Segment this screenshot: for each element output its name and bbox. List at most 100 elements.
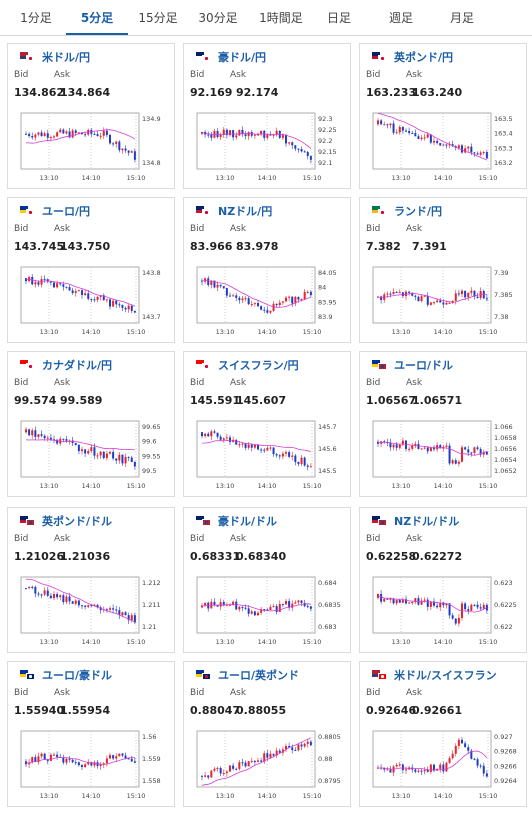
candle-body [219,134,222,138]
currency-pair-link[interactable]: 米ドル/スイスフラン [394,669,497,682]
candle-body [124,612,127,616]
candle-body [222,286,225,289]
rate-card[interactable]: ユーロ/英ポンド Bid Ask 0.88047 0.88055 13:10 14:10 15… [183,661,351,807]
candle-body [294,750,297,752]
candle-body [84,605,87,607]
rate-card[interactable]: ユーロ/豪ドル Bid Ask 1.55940 1.55954 13:10 14:10 15:… [7,661,175,807]
tab-weekly[interactable]: 週足 [388,11,413,25]
rate-card[interactable]: カナダドル/円 Bid Ask 99.574 99.589 13:10 14:10 15:10… [7,351,175,497]
price-chart[interactable]: 13:10 14:10 15:10 0.927 0.9268 0.9266 0.9264 [367,727,519,801]
price-chart[interactable]: 13:10 14:10 15:10 7.39 7.385 7.38 [367,263,519,337]
card-header[interactable]: 英ポンド/ドル [8,508,174,528]
y-tick-label: 1.558 [142,777,161,785]
card-header[interactable]: 豪ドル/円 [184,44,350,64]
rate-card[interactable]: 米ドル/円 Bid Ask 134.862 134.864 13:10 14:10 15:10… [7,43,175,189]
rate-card[interactable]: ランド/円 Bid Ask 7.382 7.391 13:10 14:10 15:10 7.39… [359,197,527,343]
tab-1min[interactable]: 1分足 [20,11,52,25]
card-header[interactable]: 豪ドル/ドル [184,508,350,528]
tab-15min[interactable]: 15分足 [138,11,178,25]
candle-body [56,439,59,444]
card-header[interactable]: ユーロ/豪ドル [8,662,174,682]
bid-value: 83.966 [190,240,233,253]
price-chart[interactable]: 13:10 14:10 15:10 1.56 1.559 1.558 [15,727,167,801]
price-chart[interactable]: 13:10 14:10 15:10 0.623 0.6225 0.622 [367,573,519,647]
candle-body [210,134,213,138]
rate-card[interactable]: ユーロ/ドル Bid Ask 1.06567 1.06571 13:10 14:10 15:1… [359,351,527,497]
currency-pair-link[interactable]: NZドル/ドル [394,515,460,528]
rate-card[interactable]: ユーロ/円 Bid Ask 143.745 143.750 13:10 14:10 15:10… [7,197,175,343]
candle-body [56,593,59,598]
card-header[interactable]: 英ポンド/円 [360,44,526,64]
card-header[interactable]: ユーロ/英ポンド [184,662,350,682]
candle-body [244,762,247,767]
tab-monthly[interactable]: 月足 [449,11,474,25]
candlestick-chart: 13:10 14:10 15:10 92.3 92.25 92.2 92.15 92.1 [196,112,337,182]
currency-pair-link[interactable]: ユーロ/ドル [394,359,454,372]
candle-body [401,764,404,771]
card-header[interactable]: ユーロ/円 [8,198,174,218]
moving-average-line [377,595,488,613]
currency-pair-link[interactable]: ユーロ/円 [42,205,91,218]
currency-pair-link[interactable]: カナダドル/円 [42,359,113,372]
bid-label: Bid [366,378,381,388]
tab-1hour[interactable]: 1時間足 [259,11,303,25]
currency-pair-link[interactable]: 米ドル/円 [42,51,91,64]
tab-30min[interactable]: 30分足 [198,11,238,25]
price-chart[interactable]: 13:10 14:10 15:10 84.05 84 83.95 83.9 [191,263,343,337]
price-chart[interactable]: 13:10 14:10 15:10 0.8805 0.88 0.8795 [191,727,343,801]
rate-card[interactable]: 豪ドル/円 Bid Ask 92.169 92.174 13:10 14:10 15:10 92… [183,43,351,189]
candle-body [222,438,225,440]
currency-pair-link[interactable]: 豪ドル/円 [218,51,267,64]
candle-body [40,753,43,757]
card-header[interactable]: スイスフラン/円 [184,352,350,372]
candle-body [389,769,392,773]
candle-body [127,758,130,760]
card-header[interactable]: NZドル/ドル [360,508,526,528]
candle-body [383,124,386,126]
card-header[interactable]: ランド/円 [360,198,526,218]
price-chart[interactable]: 13:10 14:10 15:10 143.8 143.7 [15,263,167,337]
tab-5min[interactable]: 5分足 [66,0,128,36]
currency-pair-link[interactable]: ランド/円 [394,205,443,218]
price-chart[interactable]: 13:10 14:10 15:10 0.684 0.6835 0.683 [191,573,343,647]
currency-pair-link[interactable]: 豪ドル/ドル [218,515,278,528]
candle-body [204,278,207,282]
price-chart[interactable]: 13:10 14:10 15:10 134.9 134.8 [15,109,167,183]
price-chart[interactable]: 13:10 14:10 15:10 1.066 1.0658 1.0656 1.0654 1.… [367,417,519,491]
candle-body [96,455,99,457]
rate-card[interactable]: NZドル/ドル Bid Ask 0.62258 0.62272 13:10 14:10 15:… [359,507,527,653]
currency-pair-link[interactable]: スイスフラン/円 [218,359,299,372]
candle-body [118,753,121,757]
candle-body [448,144,451,146]
moving-average-line [201,603,311,612]
candle-body [398,600,401,603]
currency-pair-link[interactable]: 英ポンド/ドル [42,515,113,528]
card-header[interactable]: ユーロ/ドル [360,352,526,372]
rate-card[interactable]: 英ポンド/ドル Bid Ask 1.21026 1.21036 13:10 14:10 15:… [7,507,175,653]
price-chart[interactable]: 13:10 14:10 15:10 99.65 99.6 99.55 99.5 [15,417,167,491]
y-tick-label: 143.7 [142,313,161,321]
rate-card[interactable]: 英ポンド/円 Bid Ask 163.233 163.240 13:10 14:10 15:1… [359,43,527,189]
rate-card[interactable]: 米ドル/スイスフラン Bid Ask 0.92646 0.92661 13:10 14:10… [359,661,527,807]
rate-card[interactable]: 豪ドル/ドル Bid Ask 0.68331 0.68340 13:10 14:10 15:1… [183,507,351,653]
candle-body [37,282,40,285]
currency-pair-link[interactable]: NZドル/円 [218,205,273,218]
card-header[interactable]: 米ドル/円 [8,44,174,64]
candle-body [87,451,90,454]
card-header[interactable]: NZドル/円 [184,198,350,218]
candle-body [34,282,37,285]
rate-card[interactable]: NZドル/円 Bid Ask 83.966 83.978 13:10 14:10 15:10 8… [183,197,351,343]
price-chart[interactable]: 13:10 14:10 15:10 92.3 92.25 92.2 92.15 92.1 [191,109,343,183]
price-chart[interactable]: 13:10 14:10 15:10 145.7 145.6 145.5 [191,417,343,491]
rate-card[interactable]: スイスフラン/円 Bid Ask 145.591 145.607 13:10 14:10 15… [183,351,351,497]
card-header[interactable]: カナダドル/円 [8,352,174,372]
currency-pair-link[interactable]: ユーロ/豪ドル [42,669,113,682]
tab-daily[interactable]: 日足 [326,11,351,25]
price-chart[interactable]: 13:10 14:10 15:10 163.5 163.4 163.3 163.2 [367,109,519,183]
currency-pair-link[interactable]: ユーロ/英ポンド [218,669,300,682]
currency-pair-link[interactable]: 英ポンド/円 [394,51,454,64]
price-chart[interactable]: 13:10 14:10 15:10 1.212 1.211 1.21 [15,573,167,647]
candle-body [250,444,253,448]
y-tick-label: 0.684 [318,579,337,587]
card-header[interactable]: 米ドル/スイスフラン [360,662,526,682]
